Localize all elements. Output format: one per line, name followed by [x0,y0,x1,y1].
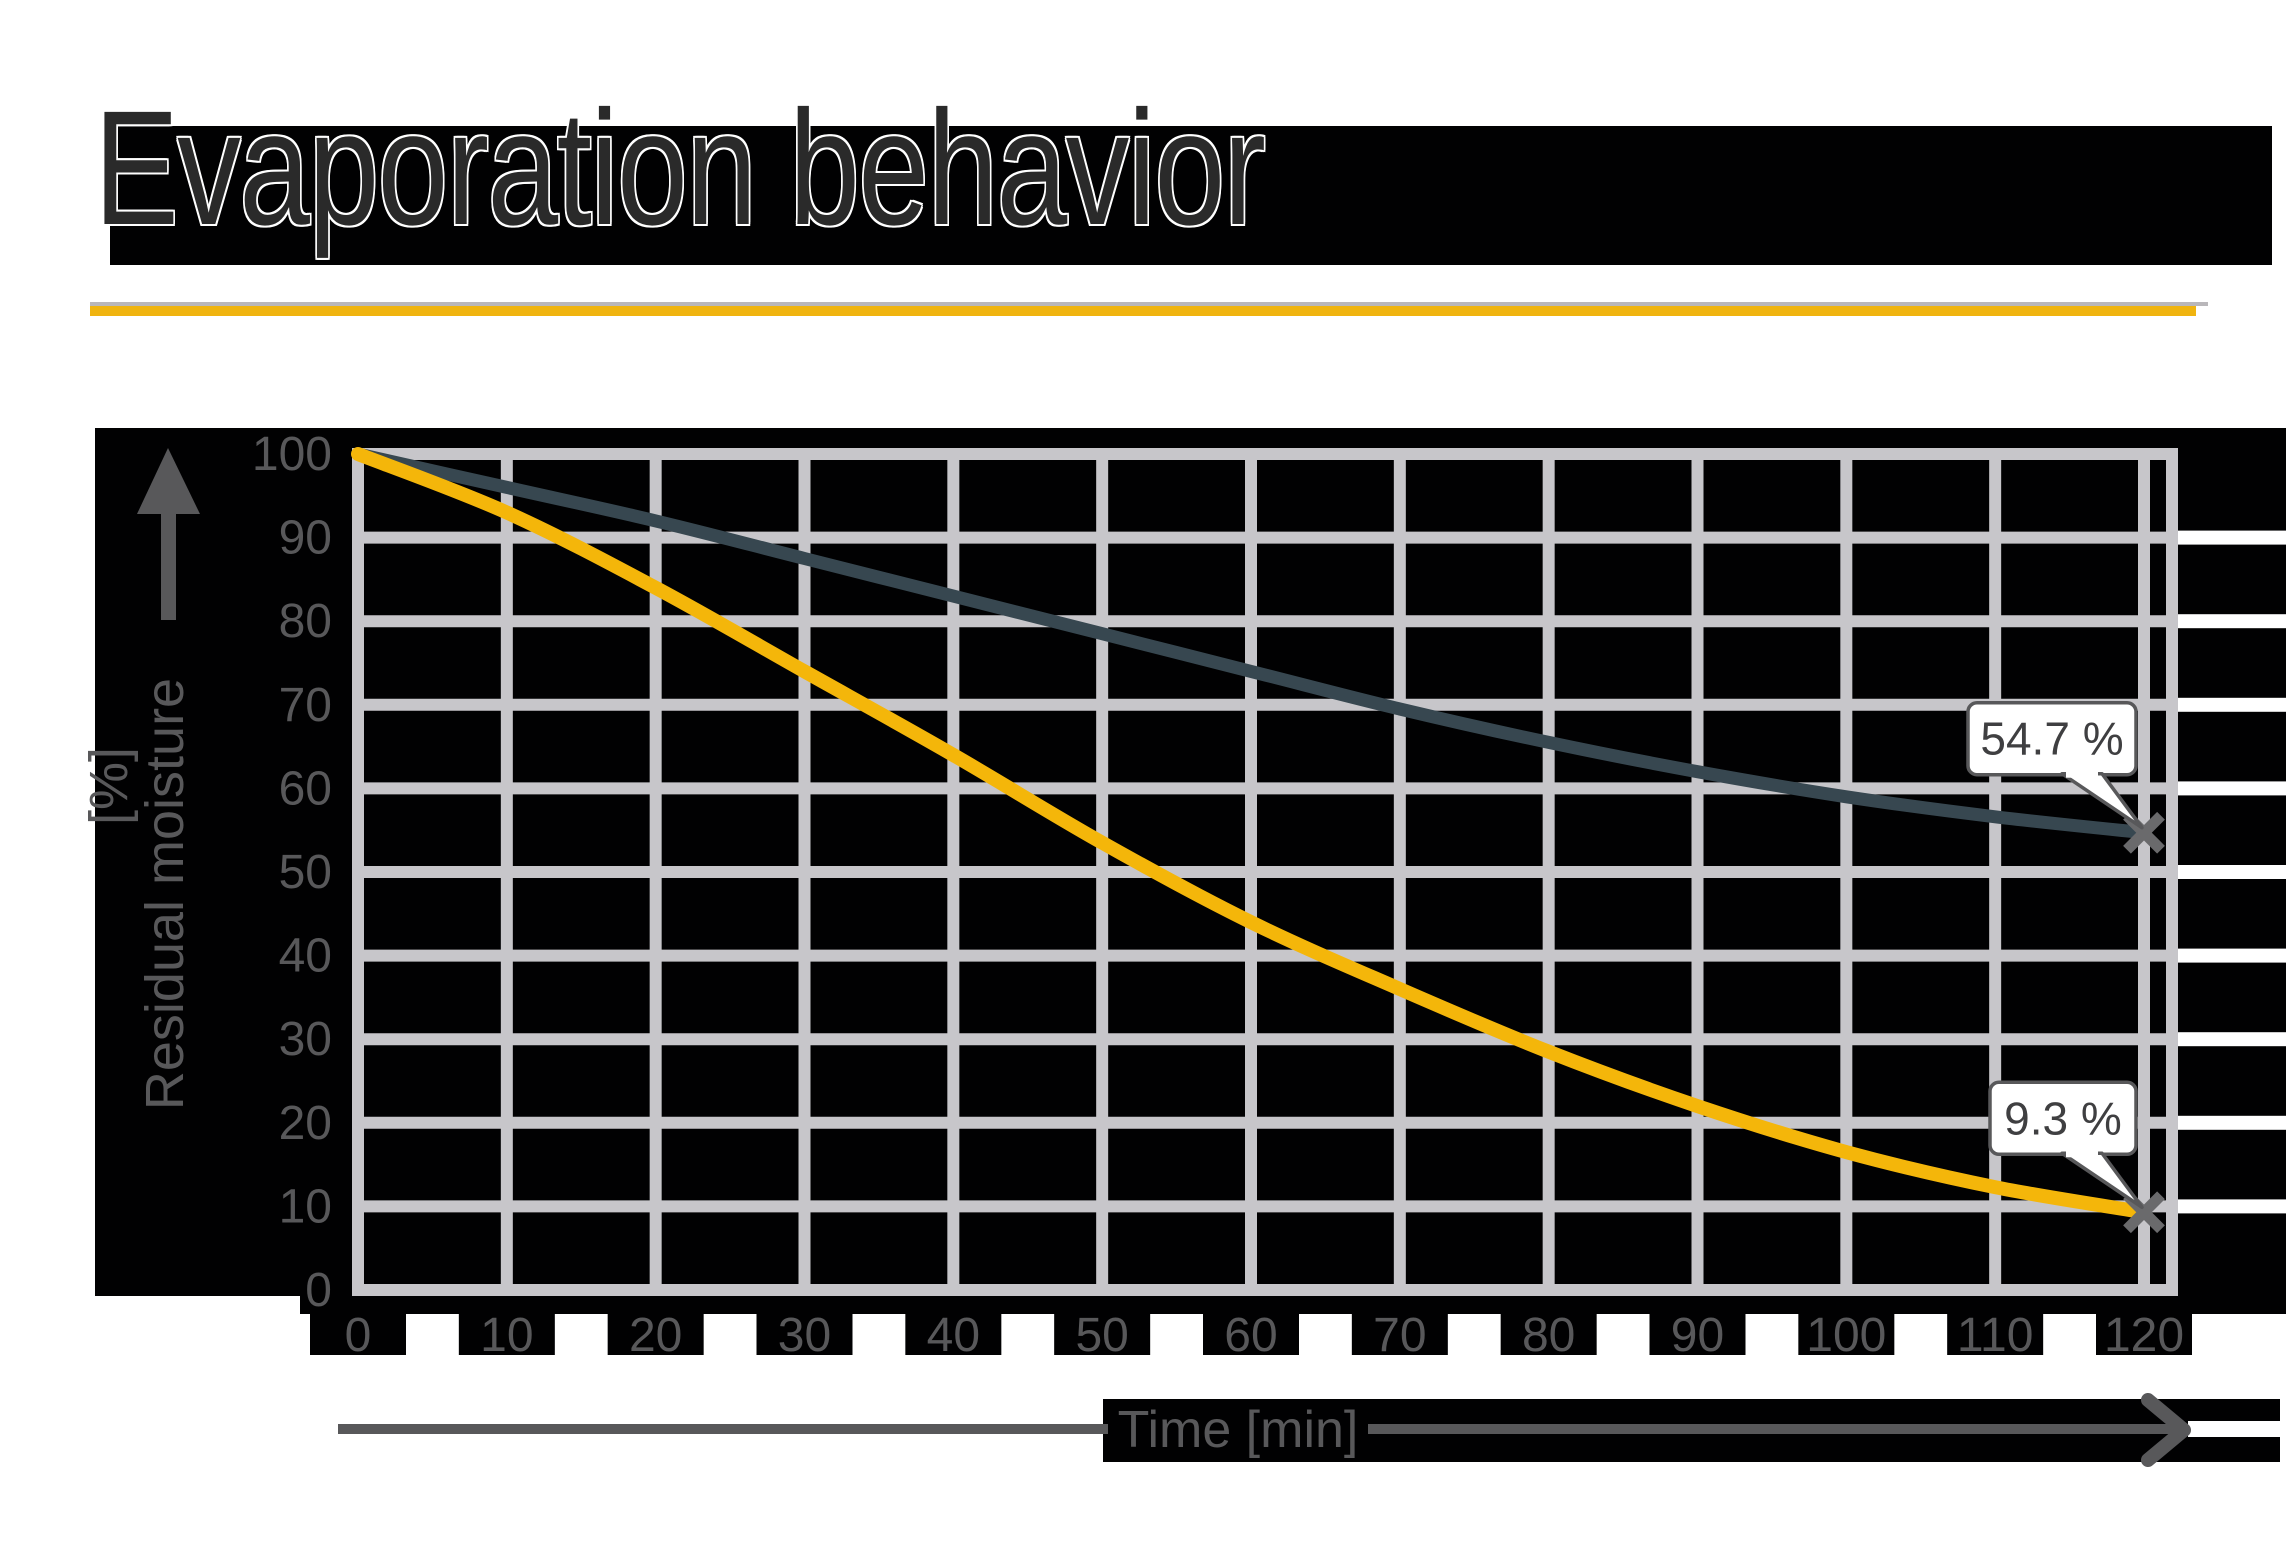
y-axis-title: Residual moisture [135,678,195,1110]
x-tick-label: 10 [480,1309,533,1362]
plot-frame [352,448,2178,1296]
chart-background-panel [95,428,2286,1296]
y-tick-label: 70 [279,679,332,732]
x-tick-panel [1203,1313,1299,1355]
x-tick-label: 50 [1075,1309,1128,1362]
y-tick-label: 90 [279,512,332,565]
x-tick-panel [1798,1313,1895,1355]
y-axis-title-unit: [%] [79,747,139,825]
x-tick-panel [1054,1313,1151,1355]
curve-series-2 [351,447,2151,1220]
marker-stroke [2123,811,2165,854]
gridline-stub [2178,948,2286,963]
x-tick-label: 40 [927,1309,980,1362]
y-tick-label: 40 [279,930,332,983]
x-tick-panel [1947,1313,2044,1355]
callout-seam-patch [2066,1148,2098,1158]
y-tick-label: 100 [252,428,332,481]
x-tick-panel [458,1313,555,1355]
x-tick-panel [1500,1313,1597,1355]
y-tick-label: 20 [279,1097,332,1150]
x-axis-arrow-head [2141,1393,2191,1467]
gridline-stub [2178,697,2286,712]
x-axis-title: Time [min] [1118,1401,1359,1459]
callout-value: 54.7 % [1980,713,2123,765]
accent-divider [90,306,2196,316]
x-tick-panel [905,1313,1002,1355]
divider-shadow [90,302,2208,306]
gridline-stub [2178,1115,2286,1130]
x-tick-label: 110 [1957,1309,2034,1362]
gridline-stub [2178,1032,2286,1047]
x-tick-label: 30 [778,1309,831,1362]
y-tick-label: 50 [279,846,332,899]
y-tick-label: 10 [279,1180,332,1233]
y-axis-arrow-shaft [161,508,176,620]
x-tick-panel [1351,1313,1448,1355]
y-tick-label: 80 [279,595,332,648]
gridline-stub [2178,1199,2286,1214]
y-axis-arrow-head [137,448,200,514]
gridline-stub [2178,865,2286,879]
gridline-stub [2178,614,2286,629]
y-tick-label: 60 [279,762,332,815]
x-tick-label: 90 [1671,1309,1724,1362]
x-tick-label: 100 [1806,1309,1886,1362]
callout-series-2: 9.3 % [1988,1080,2144,1210]
x-tick-panel [1649,1313,1746,1355]
gridline-stub [2178,530,2286,545]
x-tick-label: 20 [629,1309,682,1362]
x-tick-label: 80 [1522,1309,1575,1362]
callout-value: 9.3 % [2004,1092,2122,1144]
x-tick-label: 0 [345,1309,372,1362]
gridline-stub [2178,781,2286,796]
time-label-panel [1108,1402,1368,1460]
curve-series-1 [351,447,2151,840]
callout-series-1: 54.7 % [1966,700,2144,830]
y-tick-label: 30 [279,1013,332,1066]
callout-seam-patch [2066,768,2098,778]
x-tick-panel [607,1313,704,1355]
x-tick-panel [310,1313,406,1355]
page-title: Evaporation behavior [94,76,1266,259]
x-tick-label: 60 [1224,1309,1277,1362]
marker-stroke [2123,1191,2165,1234]
y-tick-label: 0 [305,1264,332,1317]
x-tick-panel [756,1313,853,1355]
arrow-stub [2188,1421,2286,1437]
x-tick-label: 120 [2104,1309,2184,1362]
x-tick-label: 70 [1373,1309,1426,1362]
callout-box [1966,700,2138,777]
x-tick-panel [2096,1313,2192,1355]
axis-strip-panel [300,1296,2286,1314]
title-highlight-band [110,126,2272,265]
